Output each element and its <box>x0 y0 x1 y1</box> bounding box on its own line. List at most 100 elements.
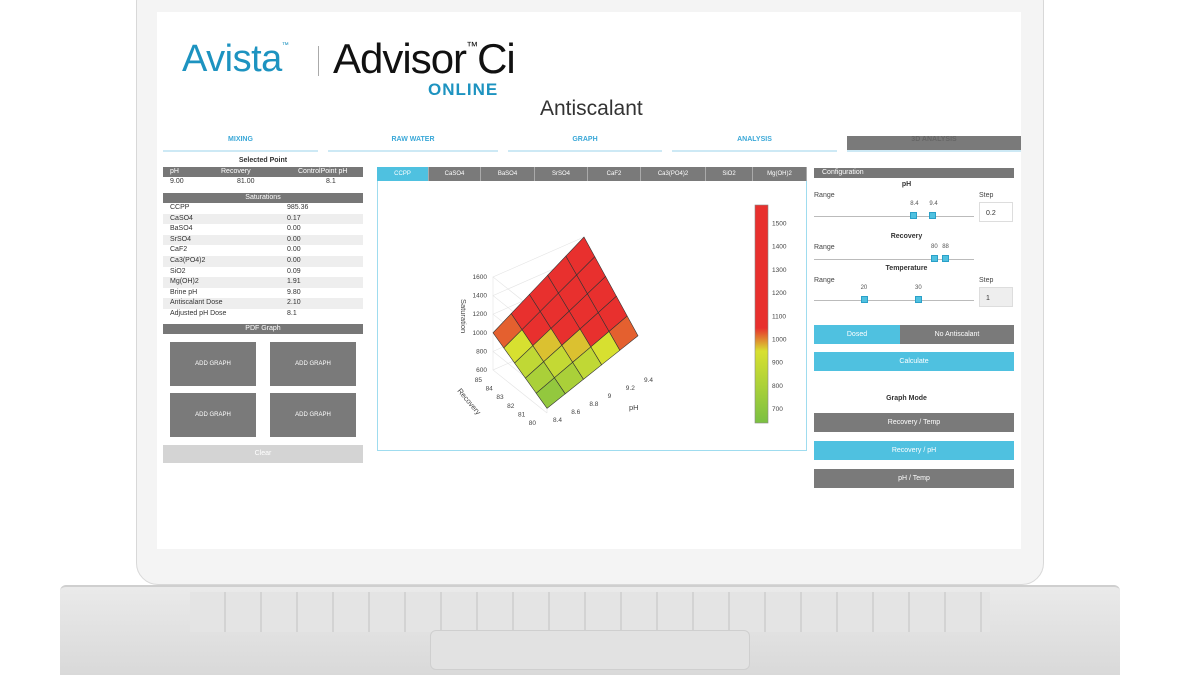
tab-3d-analysis[interactable]: 3D ANALYSIS <box>847 136 1021 152</box>
chart-tab-ca3po42[interactable]: Ca3(PO4)2 <box>641 167 706 181</box>
saturation-name: CaSO4 <box>170 214 193 222</box>
configuration-header: Configuration <box>814 168 1014 178</box>
temperature-title: Temperature <box>885 265 928 272</box>
slider-low-handle[interactable] <box>910 212 918 219</box>
saturation-name: Antiscalant Dose <box>170 299 223 307</box>
z-tick-label: 1200 <box>473 311 488 318</box>
saturation-row: SiO2 0.09 <box>163 267 363 278</box>
add-graph-button[interactable]: ADD GRAPH <box>170 393 256 437</box>
saturation-row: BaSO4 0.00 <box>163 224 363 235</box>
x-axis-label: pH <box>629 403 639 412</box>
slider-high-handle[interactable] <box>942 255 950 262</box>
saturation-value: 985.36 <box>287 204 309 211</box>
saturation-value: 0.00 <box>287 256 301 264</box>
calculate-button[interactable]: Calculate <box>814 352 1014 371</box>
temperature-range-label: Range <box>814 277 835 284</box>
colorbar-tick-label: 1100 <box>772 313 786 320</box>
slider-low-handle[interactable] <box>860 296 868 303</box>
mode-ph-temp-button[interactable]: pH / Temp <box>814 469 1014 488</box>
chart-tab-baso4[interactable]: BaSO4 <box>481 167 535 181</box>
saturation-row: CaSO4 0.17 <box>163 213 363 225</box>
slider-high-value: 9.4 <box>929 201 938 207</box>
saturation-row: Mg(OH)2 1.91 <box>163 277 363 288</box>
y-tick-label: 84 <box>486 386 494 393</box>
laptop-keyboard <box>190 592 990 632</box>
saturation-value: 0.09 <box>287 267 301 275</box>
chart-tab-srso4[interactable]: SrSO4 <box>535 167 588 181</box>
z-axis-label: Saturation <box>459 299 468 333</box>
slider-low-handle[interactable] <box>931 255 938 262</box>
colorbar-tick-label: 1400 <box>772 244 787 251</box>
saturation-name: Adjusted pH Dose <box>170 309 227 317</box>
saturation-row: Ca3(PO4)2 0.00 <box>163 255 363 267</box>
saturation-value: 0.00 <box>287 235 301 243</box>
saturation-row: CaF2 0.00 <box>163 245 363 256</box>
tab-raw-water[interactable]: RAW WATER <box>328 136 498 152</box>
colorbar-tick-label: 1500 <box>772 221 787 228</box>
y-tick-label: 83 <box>496 394 504 401</box>
x-tick-label: 8.4 <box>553 417 562 424</box>
chart-tab-sio2[interactable]: SiO2 <box>706 167 753 181</box>
slider-high-handle[interactable] <box>915 296 922 303</box>
z-tick-label: 800 <box>476 348 487 355</box>
z-tick-label: 1000 <box>473 330 488 337</box>
saturation-value: 0.17 <box>287 214 301 222</box>
add-graph-button[interactable]: ADD GRAPH <box>270 342 356 386</box>
dosed-toggle[interactable]: Dosed <box>814 325 900 344</box>
col-recovery: Recovery <box>221 168 251 175</box>
saturations-header: Saturations <box>163 193 363 203</box>
saturation-value: 0.00 <box>287 246 301 254</box>
saturation-name: BaSO4 <box>170 225 193 233</box>
tab-mixing[interactable]: MIXING <box>163 136 318 152</box>
tab-analysis[interactable]: ANALYSIS <box>672 136 837 152</box>
recovery-title: Recovery <box>890 233 923 240</box>
chart-tab-caf2[interactable]: CaF2 <box>588 167 641 181</box>
slider-track[interactable] <box>814 300 974 301</box>
saturation-row: Antiscalant Dose 2.10 <box>163 298 363 309</box>
clear-button[interactable]: Clear <box>163 445 363 463</box>
saturation-row: SrSO4 0.00 <box>163 234 363 246</box>
selected-point-header: pH Recovery ControlPoint pH <box>163 167 363 177</box>
saturation-name: Mg(OH)2 <box>170 278 199 286</box>
temperature-step-input[interactable]: 1 <box>979 287 1013 307</box>
online-logo: ONLINE <box>428 80 499 99</box>
saturation-name: Ca3(PO4)2 <box>170 256 206 264</box>
col-controlpoint-ph: ControlPoint pH <box>298 168 348 175</box>
avista-logo: Avista™ <box>182 38 289 80</box>
slider-low-value: 80 <box>931 244 938 250</box>
add-graph-button[interactable]: ADD GRAPH <box>170 342 256 386</box>
ph-title: pH <box>901 181 912 188</box>
colorbar-tick-label: 1000 <box>772 337 787 344</box>
slider-track[interactable] <box>814 259 974 260</box>
x-tick-label: 9.4 <box>644 377 653 384</box>
chart-tab-caso4[interactable]: CaSO4 <box>429 167 481 181</box>
chart-tabs: CCPP CaSO4 BaSO4 SrSO4 CaF2 Ca3(PO4)2 SiO2 Mg(O… <box>377 167 807 181</box>
saturation-name: SiO2 <box>170 267 186 275</box>
ph-step-label: Step <box>979 192 994 199</box>
value-controlpoint-ph: 8.1 <box>326 178 336 185</box>
value-recovery: 81.00 <box>237 178 255 185</box>
mode-recovery-temp-button[interactable]: Recovery / Temp <box>814 413 1014 432</box>
saturation-value: 9.80 <box>287 288 301 296</box>
slider-track[interactable] <box>814 216 974 217</box>
z-tick-label: 1400 <box>473 293 488 300</box>
tab-graph[interactable]: GRAPH <box>508 136 662 152</box>
chart-tab-mgoh2[interactable]: Mg(OH)2 <box>753 167 807 181</box>
ph-step-input[interactable]: 0.2 <box>979 202 1013 222</box>
add-graph-button[interactable]: ADD GRAPH <box>270 393 356 437</box>
slider-high-value: 88 <box>942 244 949 250</box>
chart-tab-ccpp[interactable]: CCPP <box>377 167 429 181</box>
y-tick-label: 85 <box>475 377 483 384</box>
no-antiscalant-toggle[interactable]: No Antiscalant <box>900 325 1014 344</box>
colorbar-tick-label: 700 <box>772 406 783 413</box>
slider-high-handle[interactable] <box>929 212 937 219</box>
saturation-name: Brine pH <box>170 288 198 296</box>
saturations-table: CCPP 985.36 CaSO4 0.17 BaSO4 0.00 SrSO4 0.00 CaF… <box>163 203 363 320</box>
selected-point-values: 9.00 81.00 8.1 <box>163 178 363 188</box>
ph-range-label: Range <box>814 192 835 199</box>
saturation-name: SrSO4 <box>170 235 192 243</box>
selected-point-title: Selected Point <box>238 157 288 164</box>
mode-recovery-ph-button[interactable]: Recovery / pH <box>814 441 1014 460</box>
y-tick-label: 81 <box>518 411 526 418</box>
